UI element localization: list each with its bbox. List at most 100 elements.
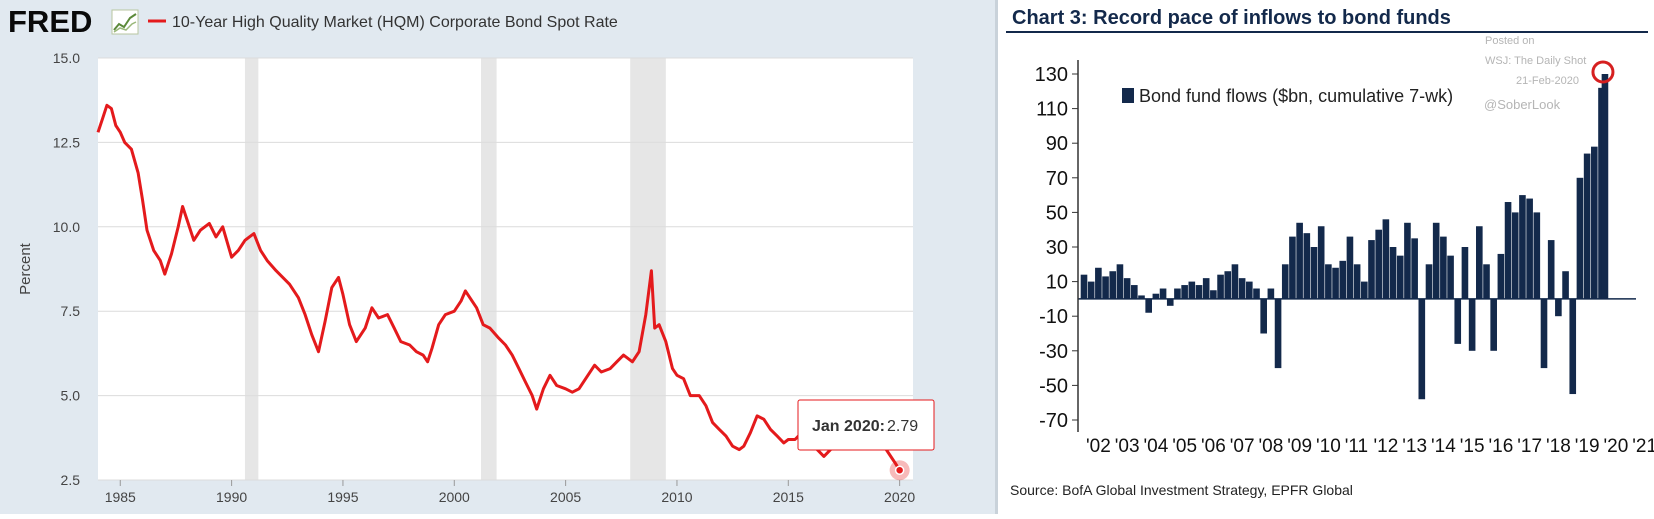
bar bbox=[1188, 281, 1196, 299]
y-tick-label: 90 bbox=[1046, 133, 1068, 155]
bar bbox=[1461, 247, 1469, 299]
bar bbox=[1145, 298, 1152, 313]
fred-chart: FRED 10-Year High Quality Market (HQM) C… bbox=[8, 4, 935, 505]
x-tick-label: 2005 bbox=[550, 489, 581, 505]
x-tick-label: '12 bbox=[1374, 436, 1399, 457]
x-tick-label: '15 bbox=[1460, 436, 1485, 457]
x-tick-label: 2015 bbox=[773, 489, 804, 505]
x-tick-label: 1995 bbox=[327, 489, 358, 505]
bar bbox=[1181, 285, 1188, 299]
x-tick-label: '05 bbox=[1172, 436, 1197, 457]
bar bbox=[1368, 240, 1375, 299]
bars bbox=[1080, 74, 1609, 400]
bar bbox=[1483, 264, 1490, 299]
y-axis-label: Percent bbox=[17, 242, 34, 295]
hover-point-center bbox=[894, 465, 905, 475]
y-tick-label: 30 bbox=[1046, 237, 1068, 259]
legend-swatch bbox=[1122, 88, 1134, 103]
recession-band bbox=[630, 58, 666, 480]
watermark-line-3: 21-Feb-2020 bbox=[1516, 75, 1579, 87]
y-tick-label: 12.5 bbox=[53, 134, 80, 150]
watermark: Posted on WSJ: The Daily Shot 21-Feb-202… bbox=[1484, 35, 1586, 112]
bar bbox=[1238, 278, 1246, 299]
bar bbox=[1159, 288, 1167, 299]
bar bbox=[1353, 264, 1361, 299]
bar bbox=[1519, 195, 1526, 299]
x-tick-label: '14 bbox=[1431, 436, 1456, 457]
bar bbox=[1562, 271, 1569, 299]
bar bbox=[1174, 288, 1181, 299]
bar bbox=[1267, 288, 1275, 299]
bar bbox=[1547, 240, 1555, 299]
bar bbox=[1504, 202, 1512, 299]
y-tick-labels: 2.5 5.0 7.5 10.0 12.5 15.0 bbox=[53, 50, 80, 488]
bar bbox=[1332, 267, 1339, 299]
x-tick-label: '11 bbox=[1345, 436, 1368, 457]
bar bbox=[1601, 74, 1609, 299]
bar bbox=[1432, 222, 1440, 299]
bar bbox=[1303, 233, 1311, 299]
tooltip: Jan 2020: 2.79 bbox=[797, 399, 935, 451]
x-tick-label: 2020 bbox=[884, 489, 915, 505]
y-tick-label: 10 bbox=[1046, 272, 1068, 294]
series-line bbox=[96, 103, 901, 471]
y-tick-label: 130 bbox=[1035, 64, 1068, 86]
x-tick-labels: '02'03'04'05'06'07'08'09'10'11'12'13'14 '… bbox=[1086, 436, 1654, 457]
bar bbox=[1253, 288, 1260, 299]
x-tick-labels: 1985 1990 1995 2000 2005 2010 2015 2020 bbox=[105, 480, 915, 505]
bar bbox=[1396, 255, 1404, 299]
bar bbox=[1310, 247, 1318, 299]
x-tick-label: '09 bbox=[1287, 436, 1312, 457]
tooltip-value: 2.79 bbox=[887, 418, 918, 435]
bar bbox=[1476, 226, 1483, 299]
bar bbox=[1116, 264, 1124, 299]
bar bbox=[1210, 290, 1217, 299]
y-tick-label: 110 bbox=[1036, 99, 1068, 121]
bar bbox=[1425, 264, 1433, 299]
y-tick-label: -70 bbox=[1039, 410, 1068, 432]
bar bbox=[1095, 267, 1102, 299]
bar bbox=[1339, 260, 1347, 299]
legend-label: Bond fund flows ($bn, cumulative 7-wk) bbox=[1139, 86, 1453, 106]
bar bbox=[1274, 298, 1282, 369]
x-tick-label: '04 bbox=[1144, 436, 1169, 457]
y-tick-label: -50 bbox=[1039, 375, 1068, 397]
watermark-line-1: Posted on bbox=[1485, 35, 1535, 47]
y-tick-label: 15.0 bbox=[53, 50, 80, 66]
bar bbox=[1576, 177, 1584, 299]
bar bbox=[1468, 298, 1476, 351]
bar bbox=[1591, 146, 1598, 299]
bar bbox=[1533, 212, 1541, 299]
chart-title: Chart 3: Record pace of inflows to bond … bbox=[1012, 7, 1451, 29]
bar bbox=[1411, 238, 1418, 299]
x-tick-label: '18 bbox=[1546, 436, 1571, 457]
fred-logo[interactable]: FRED bbox=[8, 4, 92, 39]
bar bbox=[1289, 236, 1296, 299]
panel-divider bbox=[995, 0, 998, 514]
fred-logo-graph-icon bbox=[111, 9, 139, 35]
bar bbox=[1260, 298, 1267, 334]
source-note: Source: BofA Global Investment Strategy,… bbox=[1010, 482, 1353, 498]
bar bbox=[1598, 87, 1605, 299]
peak-highlight-circle bbox=[1591, 60, 1615, 84]
x-tick-label: '13 bbox=[1402, 436, 1427, 457]
x-tick-label: '17 bbox=[1517, 436, 1542, 457]
y-tick-label: -10 bbox=[1039, 306, 1068, 328]
bofa-panel: Chart 3: Record pace of inflows to bond … bbox=[998, 0, 1654, 514]
bar bbox=[1440, 236, 1447, 299]
bar bbox=[1281, 264, 1289, 299]
bar bbox=[1382, 219, 1390, 299]
bar bbox=[1418, 298, 1426, 400]
plot-area bbox=[98, 58, 913, 480]
y-tick-label: 7.5 bbox=[61, 303, 81, 319]
bar bbox=[1202, 278, 1210, 299]
y-tick-label: 2.5 bbox=[61, 472, 81, 488]
x-tick-label: '06 bbox=[1201, 436, 1226, 457]
bar bbox=[1131, 285, 1138, 299]
gridlines bbox=[98, 57, 913, 481]
y-tick-labels: 130 110 90 70 50 30 10 -10 -30 -50 -70 bbox=[1035, 64, 1078, 432]
y-tick-label: 70 bbox=[1046, 168, 1068, 190]
bar bbox=[1497, 253, 1505, 299]
bar bbox=[1217, 274, 1224, 299]
bar bbox=[1231, 264, 1239, 299]
